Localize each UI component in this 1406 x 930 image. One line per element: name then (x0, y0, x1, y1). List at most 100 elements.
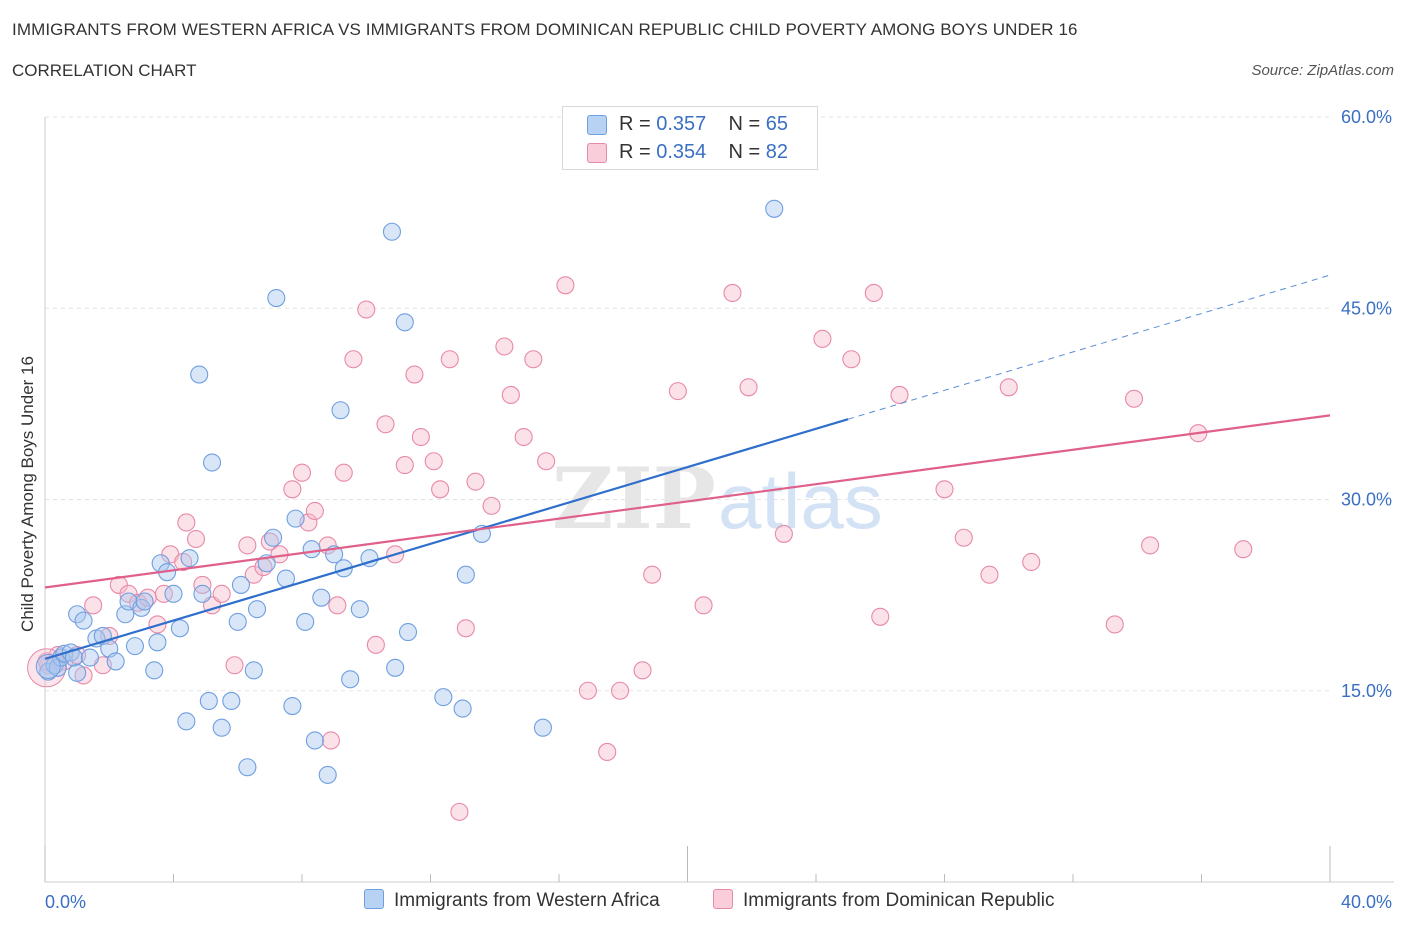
point-pink-68 (864, 283, 883, 303)
bottom-legend-blue: Immigrants from Western Africa (364, 889, 660, 912)
point-pink-43 (424, 452, 443, 471)
point-blue-20 (145, 661, 164, 680)
trend-line-pink (44, 414, 1331, 589)
point-blue-41 (267, 288, 286, 308)
point-pink-37 (366, 635, 385, 654)
point-pink-16 (177, 513, 196, 532)
point-blue-9 (74, 611, 93, 630)
point-pink-22 (238, 536, 257, 555)
legend-n-value-blue: 65 (765, 113, 789, 135)
point-pink-27 (283, 480, 302, 499)
point-pink-62 (694, 596, 713, 615)
point-pink-44 (431, 480, 450, 499)
point-blue-35 (231, 575, 251, 594)
point-cluster-blue (35, 654, 61, 680)
point-pink-10 (129, 593, 148, 612)
y-tick-label-15: 15.0% (1341, 681, 1392, 701)
point-blue-8 (68, 605, 87, 624)
point-pink-49 (482, 496, 501, 515)
point-blue-54 (350, 600, 369, 619)
point-blue-53 (341, 670, 360, 689)
point-pink-32 (321, 731, 340, 750)
point-blue-26 (177, 712, 196, 731)
point-pink-20 (212, 584, 231, 603)
point-blue-60 (434, 688, 453, 707)
point-blue-24 (164, 584, 183, 603)
point-blue-14 (106, 652, 125, 671)
point-blue-7 (68, 663, 87, 682)
point-blue-19 (135, 592, 154, 611)
bottom-legend-label-pink: Immigrants from Dominican Republic (743, 890, 1055, 911)
point-blue-45 (296, 612, 315, 631)
point-blue-32 (212, 718, 231, 737)
point-pink-65 (774, 524, 793, 543)
point-blue-10 (80, 648, 100, 667)
point-pink-80 (1234, 540, 1253, 559)
point-pink-74 (999, 378, 1018, 397)
point-pink-23 (244, 565, 263, 584)
point-blue-52 (334, 559, 353, 578)
point-pink-41 (405, 365, 424, 384)
point-blue-5 (61, 643, 80, 662)
point-pink-47 (456, 619, 475, 638)
point-pink-40 (395, 456, 414, 475)
point-pink-78 (1141, 536, 1160, 555)
y-tick-label-30: 30.0% (1341, 490, 1392, 510)
point-pink-61 (668, 382, 687, 401)
watermark-atlas: atlas (718, 457, 883, 545)
axes (44, 117, 1394, 883)
point-blue-36 (238, 758, 257, 777)
point-pink-51 (501, 385, 520, 405)
point-blue-21 (148, 633, 167, 652)
chart-subtitle: CORRELATION CHART (12, 61, 197, 80)
point-pink-17 (186, 529, 206, 549)
point-pink-21 (225, 656, 244, 675)
watermark: ZIP atlas (552, 449, 883, 548)
source-label: Source: ZipAtlas.com (1251, 62, 1394, 79)
y-axis-label: Child Poverty Among Boys Under 16 (18, 356, 37, 632)
point-pink-46 (450, 802, 469, 821)
point-pink-53 (524, 350, 543, 369)
point-blue-58 (395, 313, 414, 332)
point-pink-30 (305, 501, 324, 521)
point-pink-58 (610, 681, 630, 700)
bottom-legend-pink: Immigrants from Dominican Republic (713, 889, 1055, 912)
legend-n-value-pink: 82 (765, 141, 789, 163)
point-blue-65 (765, 199, 784, 218)
point-blue-51 (331, 401, 350, 420)
point-blue-28 (190, 365, 209, 384)
point-pink-36 (357, 300, 376, 319)
point-pink-33 (328, 596, 347, 615)
point-pink-66 (813, 329, 832, 348)
point-pink-67 (842, 350, 861, 369)
legend-r-value-blue: 0.357 (656, 113, 707, 135)
point-pink-42 (411, 427, 430, 447)
point-blue-56 (382, 222, 402, 241)
point-blue-40 (264, 528, 283, 547)
point-pink-38 (376, 415, 395, 434)
point-blue-47 (305, 731, 324, 750)
point-pink-5 (84, 596, 103, 615)
point-blue-34 (228, 612, 247, 631)
point-blue-43 (283, 696, 302, 716)
point-pink-69 (871, 607, 890, 626)
point-pink-56 (578, 681, 597, 700)
point-blue-64 (533, 718, 552, 737)
bottom-legend-swatch-blue (364, 889, 384, 909)
point-blue-38 (247, 600, 267, 619)
bottom-legend-label-blue: Immigrants from Western Africa (394, 890, 660, 911)
point-pink-52 (514, 427, 533, 447)
point-blue-48 (312, 588, 331, 607)
tick-labels: 15.0% 30.0% 45.0% 60.0% 0.0% 40.0% (45, 107, 1392, 912)
point-pink-71 (935, 480, 954, 499)
point-pink-73 (980, 565, 999, 584)
correlation-legend: R = 0.357 N = 65 R = 0.354 N = 82 (562, 106, 818, 170)
point-pink-77 (1124, 389, 1144, 408)
point-pink-34 (334, 463, 353, 482)
point-blue-61 (453, 699, 472, 718)
point-pink-63 (723, 283, 742, 303)
point-pink-75 (1022, 552, 1041, 572)
point-pink-35 (344, 350, 363, 369)
point-blue-37 (244, 661, 263, 680)
y-tick-label-45: 45.0% (1341, 298, 1392, 318)
